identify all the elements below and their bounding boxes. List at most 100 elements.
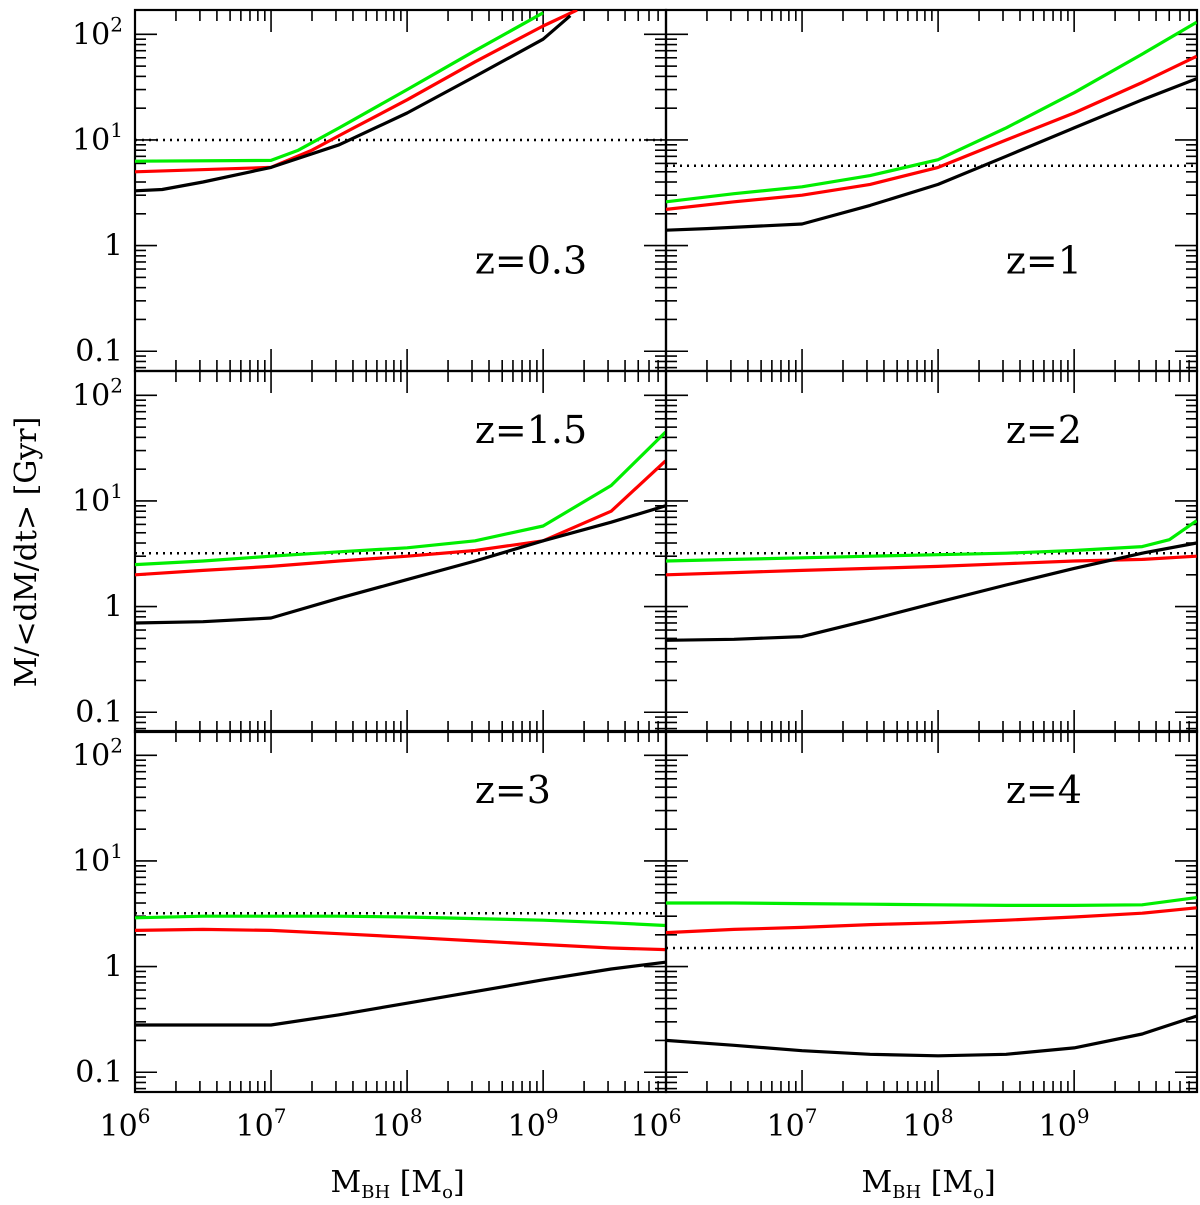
y-tick-base: 10 [72,378,110,413]
x-axis-title-unit-sub: o [442,1182,453,1203]
y-tick-exp: 2 [110,733,123,757]
x-tick-label: 106 [631,1104,682,1144]
y-tick-text: 1 [104,229,123,264]
y-tick-text: 1 [104,590,123,625]
x-tick-base: 10 [236,1109,274,1144]
y-tick-label: 101 [72,118,123,158]
x-tick-label: 106 [100,1104,151,1144]
series-line-green [666,896,1197,908]
y-tick-text: 0.1 [75,1055,123,1090]
panel-label: z=3 [475,768,551,812]
y-tick-text: 1 [104,950,123,985]
x-tick-exp: 6 [669,1104,682,1128]
panel-label: z=0.3 [475,239,587,283]
series-line-red [666,554,1197,577]
x-tick-label: 109 [508,1104,559,1144]
series-line-black [666,77,1197,232]
panel-frame [133,729,668,1094]
x-axis-title-sub: BH [892,1182,921,1203]
y-tick-label: 102 [72,12,123,52]
panel-frame [664,8,1199,373]
series-line-black [135,14,572,193]
x-tick-exp: 7 [274,1104,287,1128]
x-axis-title-unit: [M [921,1165,973,1200]
x-tick-base: 10 [903,1109,941,1144]
x-axis-title: MBH [Mo] [331,1165,465,1203]
series-line-green [135,914,666,928]
y-tick-exp: 1 [110,479,123,503]
series-line-red [135,927,666,952]
x-axis-title: MBH [Mo] [862,1165,996,1203]
x-tick-base: 10 [508,1109,546,1144]
x-axis-title-unit-sub: o [973,1182,984,1203]
y-tick-exp: 2 [110,373,123,397]
series-line-black [666,541,1197,642]
y-tick-base: 10 [72,738,110,773]
panel: z=2 [664,369,1199,734]
x-tick-exp: 6 [138,1104,151,1128]
x-tick-label: 108 [372,1104,423,1144]
x-tick-base: 10 [372,1109,410,1144]
x-tick-exp: 9 [546,1104,559,1128]
x-tick-base: 10 [100,1109,138,1144]
x-tick-label: 107 [236,1104,287,1144]
y-tick-text: 0.1 [75,334,123,369]
panel: z=4 [664,729,1199,1094]
panel-frame [133,8,668,373]
y-tick-label: 1 [104,590,123,625]
x-tick-label: 108 [903,1104,954,1144]
series-line-black [135,504,666,625]
y-tick-base: 10 [72,844,110,879]
series-line-red [135,10,578,174]
series-line-black [666,1014,1197,1058]
series-line-red [135,459,666,577]
series-line-green [666,519,1197,563]
x-tick-base: 10 [767,1109,805,1144]
series-line-green [666,20,1197,204]
series-line-red [666,906,1197,935]
series-line-green [135,11,544,163]
y-tick-base: 10 [72,17,110,52]
y-tick-label: 0.1 [75,1055,123,1090]
panel-frame [664,369,1199,734]
series-line-black [135,960,666,1027]
x-axis-title-main: M [331,1165,362,1200]
x-tick-exp: 7 [805,1104,818,1128]
x-tick-base: 10 [631,1109,669,1144]
y-tick-exp: 1 [110,118,123,142]
panel-label: z=2 [1006,408,1082,452]
x-tick-exp: 8 [941,1104,954,1128]
x-axis-title-main: M [862,1165,893,1200]
y-tick-exp: 1 [110,839,123,863]
y-axis-title: M/<dM/dt> [Gyr] [9,417,44,688]
x-tick-exp: 8 [410,1104,423,1128]
x-axis-title-unit-close: ] [984,1165,996,1200]
x-tick-label: 107 [767,1104,818,1144]
x-tick-exp: 9 [1077,1104,1090,1128]
panel-label: z=4 [1006,768,1082,812]
x-axis-title-unit: [M [390,1165,442,1200]
x-tick-label: 109 [1039,1104,1090,1144]
y-tick-label: 1 [104,229,123,264]
y-tick-text: 0.1 [75,695,123,730]
y-tick-label: 102 [72,733,123,773]
y-tick-exp: 2 [110,12,123,36]
panel: z=1 [664,8,1199,373]
y-tick-label: 0.1 [75,334,123,369]
series-line-green [135,430,666,567]
y-tick-label: 101 [72,479,123,519]
y-tick-label: 0.1 [75,695,123,730]
x-tick-base: 10 [1039,1109,1077,1144]
y-tick-label: 101 [72,839,123,879]
panel-label: z=1.5 [475,408,587,452]
y-tick-label: 1 [104,950,123,985]
y-tick-base: 10 [72,123,110,158]
y-tick-base: 10 [72,484,110,519]
series-line-red [666,54,1197,211]
x-axis-title-sub: BH [361,1182,390,1203]
y-tick-label: 102 [72,373,123,413]
